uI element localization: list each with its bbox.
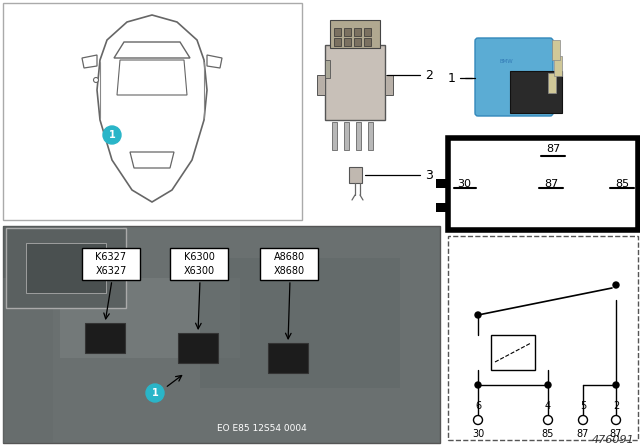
Circle shape	[146, 384, 164, 402]
Text: EO E85 12S54 0004: EO E85 12S54 0004	[216, 424, 307, 433]
Text: K6327
X6327: K6327 X6327	[95, 252, 127, 276]
FancyBboxPatch shape	[475, 38, 553, 116]
Text: 4: 4	[545, 401, 551, 411]
Text: 6: 6	[475, 401, 481, 411]
Bar	[317, 75, 325, 95]
Text: 87: 87	[610, 429, 622, 439]
Text: 1: 1	[109, 130, 115, 140]
Bar	[448, 236, 638, 440]
Bar	[638, 203, 640, 212]
Circle shape	[475, 312, 481, 318]
Bar	[3, 3, 302, 220]
Text: 2: 2	[425, 69, 433, 82]
Text: 85: 85	[615, 179, 629, 189]
Bar	[60, 278, 240, 358]
Text: 87: 87	[544, 179, 558, 189]
Circle shape	[545, 382, 551, 388]
Text: 30: 30	[457, 179, 471, 189]
Polygon shape	[130, 152, 174, 168]
Bar	[364, 38, 371, 46]
Bar	[325, 60, 330, 78]
Bar	[26, 243, 106, 293]
Circle shape	[613, 282, 619, 288]
Bar	[170, 248, 228, 280]
Text: 87: 87	[577, 429, 589, 439]
Bar	[334, 28, 341, 36]
Bar	[491, 335, 535, 370]
Circle shape	[579, 415, 588, 425]
Bar	[368, 122, 373, 150]
Bar	[3, 278, 53, 443]
Polygon shape	[207, 55, 222, 68]
Bar	[260, 248, 318, 280]
Polygon shape	[114, 42, 190, 58]
Bar	[200, 258, 400, 388]
Bar	[344, 38, 351, 46]
Text: A8680
X8680: A8680 X8680	[273, 252, 305, 276]
Bar	[3, 226, 440, 443]
Bar	[330, 20, 380, 48]
Circle shape	[93, 78, 99, 82]
Bar	[334, 38, 341, 46]
Text: 85: 85	[542, 429, 554, 439]
Bar	[548, 73, 556, 93]
Text: 87: 87	[546, 144, 560, 154]
Bar	[510, 71, 562, 113]
Bar	[448, 138, 638, 230]
Bar	[332, 122, 337, 150]
Bar	[349, 167, 362, 183]
Bar	[385, 75, 393, 95]
Bar	[436, 203, 448, 212]
Text: 30: 30	[472, 429, 484, 439]
Circle shape	[475, 382, 481, 388]
Bar	[3, 226, 123, 278]
Bar	[436, 179, 448, 188]
Polygon shape	[117, 60, 187, 95]
Bar	[356, 122, 361, 150]
Bar	[364, 28, 371, 36]
Text: 3: 3	[425, 168, 433, 181]
Polygon shape	[82, 55, 97, 68]
Text: 1: 1	[448, 72, 456, 85]
Bar	[638, 179, 640, 188]
Text: 2: 2	[613, 401, 619, 411]
Bar	[85, 323, 125, 353]
Bar	[178, 333, 218, 363]
Bar	[82, 248, 140, 280]
Bar	[344, 28, 351, 36]
Bar	[344, 122, 349, 150]
Bar	[552, 40, 560, 60]
Text: 5: 5	[580, 401, 586, 411]
Bar	[354, 38, 361, 46]
Text: 1: 1	[152, 388, 158, 398]
Text: 476091: 476091	[592, 435, 635, 445]
Bar	[325, 45, 385, 120]
Bar	[554, 56, 562, 76]
Bar	[354, 28, 361, 36]
Polygon shape	[97, 15, 207, 202]
Text: BMW: BMW	[500, 59, 514, 64]
Circle shape	[613, 382, 619, 388]
Bar	[6, 228, 126, 309]
Text: K6300
X6300: K6300 X6300	[184, 252, 214, 276]
Circle shape	[103, 126, 121, 144]
Circle shape	[543, 415, 552, 425]
Circle shape	[474, 415, 483, 425]
Circle shape	[611, 415, 621, 425]
Bar	[268, 343, 308, 373]
